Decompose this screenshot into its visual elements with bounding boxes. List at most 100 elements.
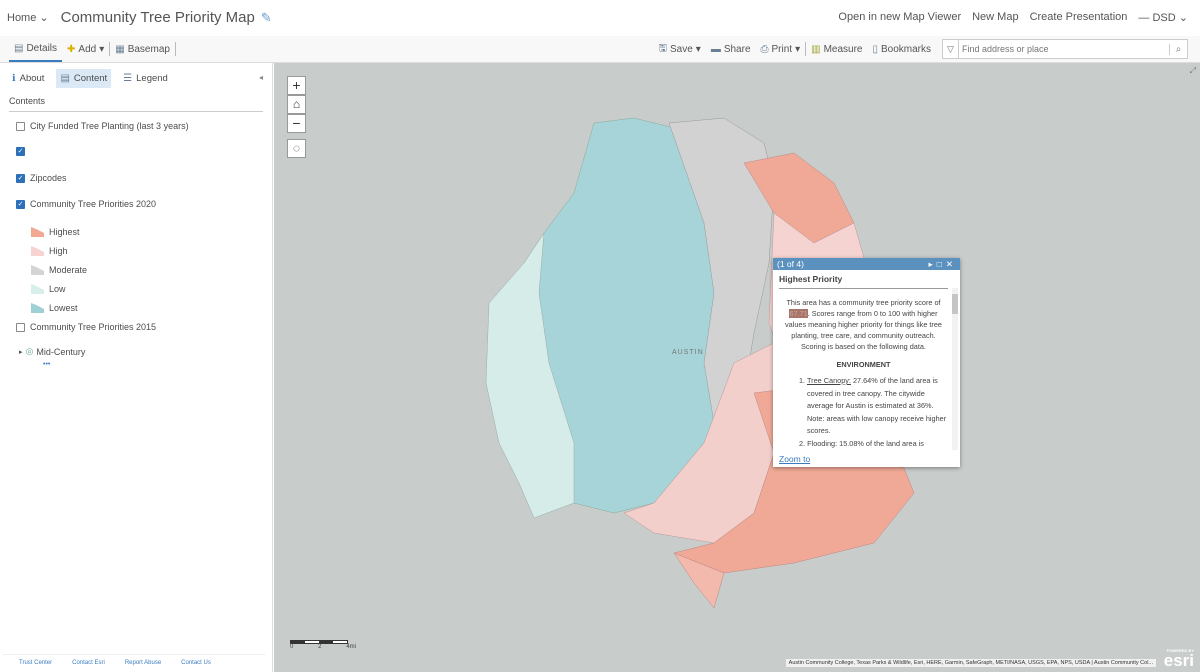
search-box: ▽ ⌕ [942, 39, 1188, 59]
legend-item-high: High [31, 246, 68, 256]
zoom-to-link[interactable]: Zoom to [779, 454, 811, 464]
basemap-label: Basemap [127, 43, 170, 55]
info-icon: ℹ [12, 73, 16, 84]
search-input[interactable] [959, 44, 1169, 54]
bookmarks-label: Bookmarks [880, 43, 931, 55]
zoom-in-button[interactable]: + [287, 76, 306, 95]
region-low [485, 232, 575, 519]
fullscreen-icon[interactable]: ⤢ [1189, 66, 1196, 75]
region-high [673, 552, 725, 609]
footer-links: Trust Center Contact Esri Report Abuse C… [3, 654, 265, 666]
layer-label: Community Tree Priorities 2015 [30, 322, 157, 332]
measure-button[interactable]: ▥ Measure [806, 36, 867, 62]
new-map-link[interactable]: New Map [972, 11, 1019, 23]
scale-label: 2 [318, 644, 322, 650]
user-menu[interactable]: — DSD ⌄ [1138, 12, 1188, 24]
list-item-text: 27.64% of the land area is covered in tr… [807, 376, 947, 435]
close-icon[interactable]: ✕ [945, 259, 957, 269]
contact-esri-link[interactable]: Contact Esri [72, 660, 105, 666]
legend-swatch [31, 227, 44, 237]
legend-label: Low [49, 284, 66, 294]
details-button[interactable]: ▤ Details [9, 36, 63, 62]
tab-legend[interactable]: ☰ Legend [119, 69, 172, 88]
layer-checkbox[interactable]: ✓ [16, 147, 25, 156]
more-options-button[interactable]: ••• [43, 361, 51, 368]
home-extent-button[interactable]: ⌂ [287, 95, 306, 114]
layer-checkbox[interactable]: ✓ [16, 173, 25, 183]
layer-item[interactable]: ✓ Zipcodes [16, 173, 67, 183]
share-label: Share [723, 43, 751, 55]
map-attribution[interactable]: Austin Community College, Texas Parks & … [785, 659, 1156, 667]
feature-popup: (1 of 4) ▸□✕ Highest Priority This area … [773, 258, 960, 467]
trust-center-link[interactable]: Trust Center [19, 660, 53, 666]
legend-item-low: Low [31, 284, 66, 294]
print-icon: ⎙ [760, 43, 769, 55]
legend-item-highest: Highest [31, 227, 80, 237]
divider [109, 42, 111, 56]
home-menu[interactable]: Home ⌄ [7, 11, 49, 24]
tab-about[interactable]: ℹ About [8, 69, 48, 88]
search-icon[interactable]: ⌕ [1169, 43, 1187, 55]
layer-item[interactable]: ✓ [16, 147, 30, 156]
open-new-map-viewer-link[interactable]: Open in new Map Viewer [838, 11, 962, 23]
create-presentation-link[interactable]: Create Presentation [1029, 11, 1128, 23]
measure-icon: ▥ [811, 43, 821, 55]
layer-checkbox[interactable] [16, 121, 25, 131]
add-button[interactable]: ✚ Add ▾ [67, 43, 105, 55]
chevron-down-icon: ⌄ [39, 12, 49, 24]
bookmarks-icon: ▯ [872, 43, 878, 55]
header: Home ⌄ Community Tree Priority Map ✎ Ope… [0, 0, 1200, 35]
map-view[interactable]: AUSTIN + ⌂ − ◌ ⤢ (1 of 4) ▸□✕ Highest Pr… [274, 63, 1200, 672]
home-label: Home [7, 12, 37, 24]
next-feature-icon[interactable]: ▸ [928, 259, 937, 269]
tree-canopy-link[interactable]: Tree Canopy: [806, 376, 851, 385]
save-label: Save [670, 43, 693, 55]
layer-item[interactable]: City Funded Tree Planting (last 3 years) [16, 121, 189, 131]
report-abuse-link[interactable]: Report Abuse [124, 660, 162, 666]
popup-counter: (1 of 4) [777, 259, 804, 269]
save-button[interactable]: 🖫 Save ▾ [653, 36, 705, 62]
toolbar: ▤ Details ✚ Add ▾ ▦ Basemap 🖫 Save ▾ ▬ Share … [0, 36, 1200, 63]
layer-checkbox[interactable] [16, 322, 25, 332]
share-button[interactable]: ▬ Share [706, 36, 756, 62]
layer-group-item[interactable]: ▸ ◎ Mid-Century [19, 346, 85, 357]
list-item: 2. Flooding: 15.08% of the land area is [799, 438, 924, 448]
tab-content[interactable]: ▤ Content [56, 69, 112, 88]
contact-us-link[interactable]: Contact Us [181, 660, 211, 666]
legend-swatch [31, 246, 44, 256]
save-icon: 🖫 [658, 42, 667, 54]
popup-scrollbar[interactable] [952, 288, 958, 450]
expand-arrow-icon[interactable]: ▸ [19, 348, 23, 356]
add-icon: ✚ [67, 43, 76, 55]
layer-label: Zipcodes [30, 173, 67, 183]
intro-text-continued: . Scores range from 0 to 100 with higher… [785, 309, 942, 351]
print-button[interactable]: ⎙ Print ▾ [760, 43, 801, 55]
contents-heading: Contents [9, 96, 263, 112]
basemap-button[interactable]: ▦ Basemap [110, 36, 175, 62]
zoom-out-button[interactable]: − [287, 114, 306, 133]
locate-button[interactable]: ◌ [287, 139, 306, 158]
layer-item[interactable]: Community Tree Priorities 2015 [16, 322, 156, 332]
content-icon: ▤ [60, 73, 70, 84]
tab-label: About [19, 73, 45, 84]
layer-label: Mid-Century [36, 346, 86, 357]
search-filter-dropdown[interactable]: ▽ [943, 40, 959, 58]
scale-bar: 0 2 4mi [290, 640, 356, 650]
maximize-icon[interactable]: □ [936, 259, 946, 269]
intro-text: This area has a community tree priority … [786, 298, 941, 307]
layer-item[interactable]: ✓ Community Tree Priorities 2020 [16, 199, 156, 209]
esri-logo: POWERED BY esri [1164, 648, 1194, 669]
tab-label: Content [73, 73, 108, 84]
basemap-icon: ▦ [115, 43, 125, 55]
bookmarks-button[interactable]: ▯ Bookmarks [867, 36, 936, 62]
legend-item-lowest: Lowest [31, 303, 78, 313]
section-heading: ENVIRONMENT [836, 360, 891, 369]
collapse-panel-icon[interactable]: ◂ [259, 73, 264, 82]
layer-checkbox[interactable]: ✓ [16, 199, 25, 209]
list-item: 1. Tree Canopy: 27.64% of the land area … [799, 376, 947, 435]
edit-pencil-icon[interactable]: ✎ [260, 9, 272, 25]
sidebar: ℹ About ▤ Content ☰ Legend ◂ Contents City … [0, 63, 273, 672]
popup-description: This area has a community tree priority … [779, 297, 948, 352]
priority-map-layer [485, 117, 915, 609]
layer-label: City Funded Tree Planting (last 3 years) [30, 121, 189, 131]
